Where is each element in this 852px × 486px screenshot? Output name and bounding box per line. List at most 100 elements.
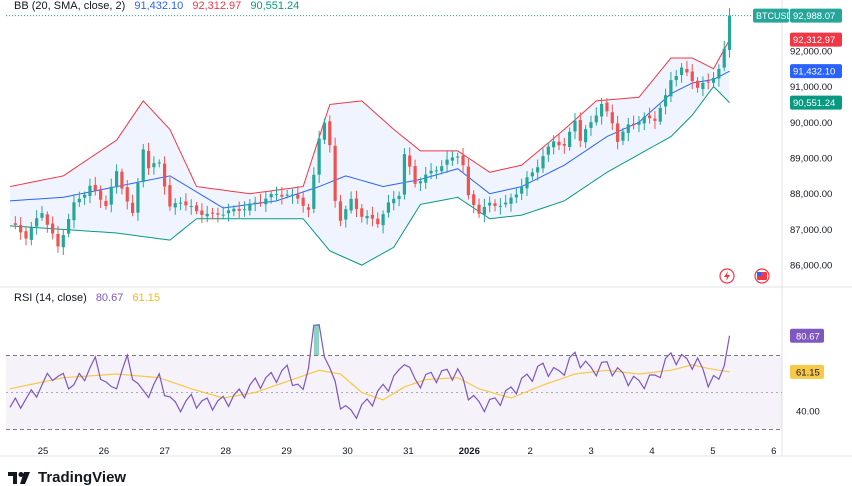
candle-body: [258, 202, 263, 204]
candle-body: [573, 120, 577, 132]
candle-body: [450, 157, 454, 161]
candle-body: [546, 146, 550, 155]
rsi-label-rsi_ma: [790, 364, 824, 379]
time-axis-tick: 5: [710, 446, 715, 457]
bb-legend-label: BB (20, SMA, close, 2): [14, 0, 126, 12]
candle-body: [248, 203, 252, 211]
candle-body: [77, 198, 81, 203]
candle-body: [200, 210, 204, 215]
candle-body: [125, 187, 129, 202]
candle-body: [285, 194, 289, 196]
time-axis-tick: 29: [281, 446, 292, 457]
candle-body: [264, 198, 268, 205]
candle-body: [557, 141, 561, 146]
candle-body: [621, 131, 625, 141]
candle-body: [578, 119, 582, 141]
candle-body: [722, 48, 726, 68]
candle-body: [24, 231, 28, 239]
candle-body: [88, 185, 92, 197]
candle-body: [690, 71, 694, 82]
candle-body: [51, 223, 55, 234]
candle-body: [253, 202, 257, 204]
candle-body: [477, 204, 481, 214]
candle-body: [19, 225, 23, 233]
candle-body: [360, 208, 364, 217]
candle-body: [562, 144, 566, 146]
candle-body: [67, 219, 71, 234]
candle-body: [392, 198, 396, 204]
rsi-label-rsi: [790, 328, 824, 343]
candle-body: [83, 194, 87, 198]
candle-body: [498, 205, 502, 207]
event-us-flag-canton: [757, 272, 761, 276]
candle-body: [365, 215, 369, 219]
candle-body: [685, 68, 689, 73]
tradingview-logo[interactable]: TradingView: [8, 469, 126, 486]
candle-body: [93, 184, 97, 191]
candle-body: [40, 213, 44, 218]
candle-body: [61, 235, 65, 248]
bb-basis-line: [9, 70, 730, 209]
candle-body: [445, 159, 449, 165]
candle-body: [493, 203, 497, 206]
candle-body: [72, 202, 76, 221]
candle-body: [344, 209, 348, 220]
candle-body: [706, 81, 710, 83]
event-flash-icon-bolt: [724, 271, 730, 281]
candle-body: [605, 102, 609, 112]
candle-body: [525, 177, 529, 189]
candle-body: [568, 131, 572, 147]
candle-body: [626, 124, 630, 133]
price-label-lower: [790, 95, 842, 110]
candle-body: [333, 145, 337, 201]
candle-body: [456, 156, 460, 158]
candle-body: [221, 214, 225, 216]
candle-body: [242, 209, 247, 211]
time-axis-tick: 26: [99, 446, 110, 457]
price-label-basis: [790, 64, 842, 79]
candle-body: [434, 170, 438, 172]
candle-body: [322, 122, 327, 140]
candle-body: [695, 80, 700, 88]
price-axis-tick: 89,000.00: [790, 154, 832, 165]
candle-body: [184, 201, 188, 206]
candle-body: [658, 107, 662, 122]
rsi-legend-label: RSI (14, close): [14, 292, 87, 304]
candle-body: [45, 214, 49, 225]
candle-body: [679, 67, 684, 75]
candle-body: [189, 205, 193, 207]
candle-body: [141, 149, 145, 183]
candle-body: [701, 82, 705, 90]
rsi-label-text-rsi_ma: 61.15: [796, 367, 820, 378]
time-axis-tick: 25: [38, 446, 49, 457]
candle-body: [99, 190, 103, 200]
bb-legend: BB (20, SMA, close, 2) 91,432.10 92,312.…: [14, 0, 305, 12]
candle-body: [408, 155, 412, 167]
price-axis-tick: 88,000.00: [790, 189, 832, 200]
price-label-text-upper: 92,312.97: [793, 35, 835, 46]
candle-body: [35, 218, 39, 227]
rsi-label-text-rsi: 80.67: [796, 331, 820, 342]
candle-body: [226, 210, 231, 214]
bb-legend-upper: 92,312.97: [192, 0, 242, 12]
price-label-symbol: [790, 8, 842, 23]
rsi-line: [9, 324, 731, 420]
candle-body: [429, 170, 433, 174]
candle-body: [413, 166, 417, 184]
candle-body: [642, 116, 646, 124]
candle-body: [56, 233, 60, 247]
candle-body: [290, 194, 295, 196]
candle-body: [663, 95, 668, 107]
candle-body: [168, 185, 172, 207]
candle-body: [397, 195, 401, 200]
time-axis-tick: 31: [403, 446, 414, 457]
candle-body: [504, 202, 508, 205]
candle-body: [370, 214, 375, 219]
candle-body: [482, 206, 486, 215]
candle-body: [424, 174, 428, 183]
bb-legend-lower: 90,551.24: [250, 0, 300, 12]
time-axis-tick: 2: [528, 446, 533, 457]
candle-body: [589, 122, 593, 128]
candle-body: [552, 141, 556, 148]
